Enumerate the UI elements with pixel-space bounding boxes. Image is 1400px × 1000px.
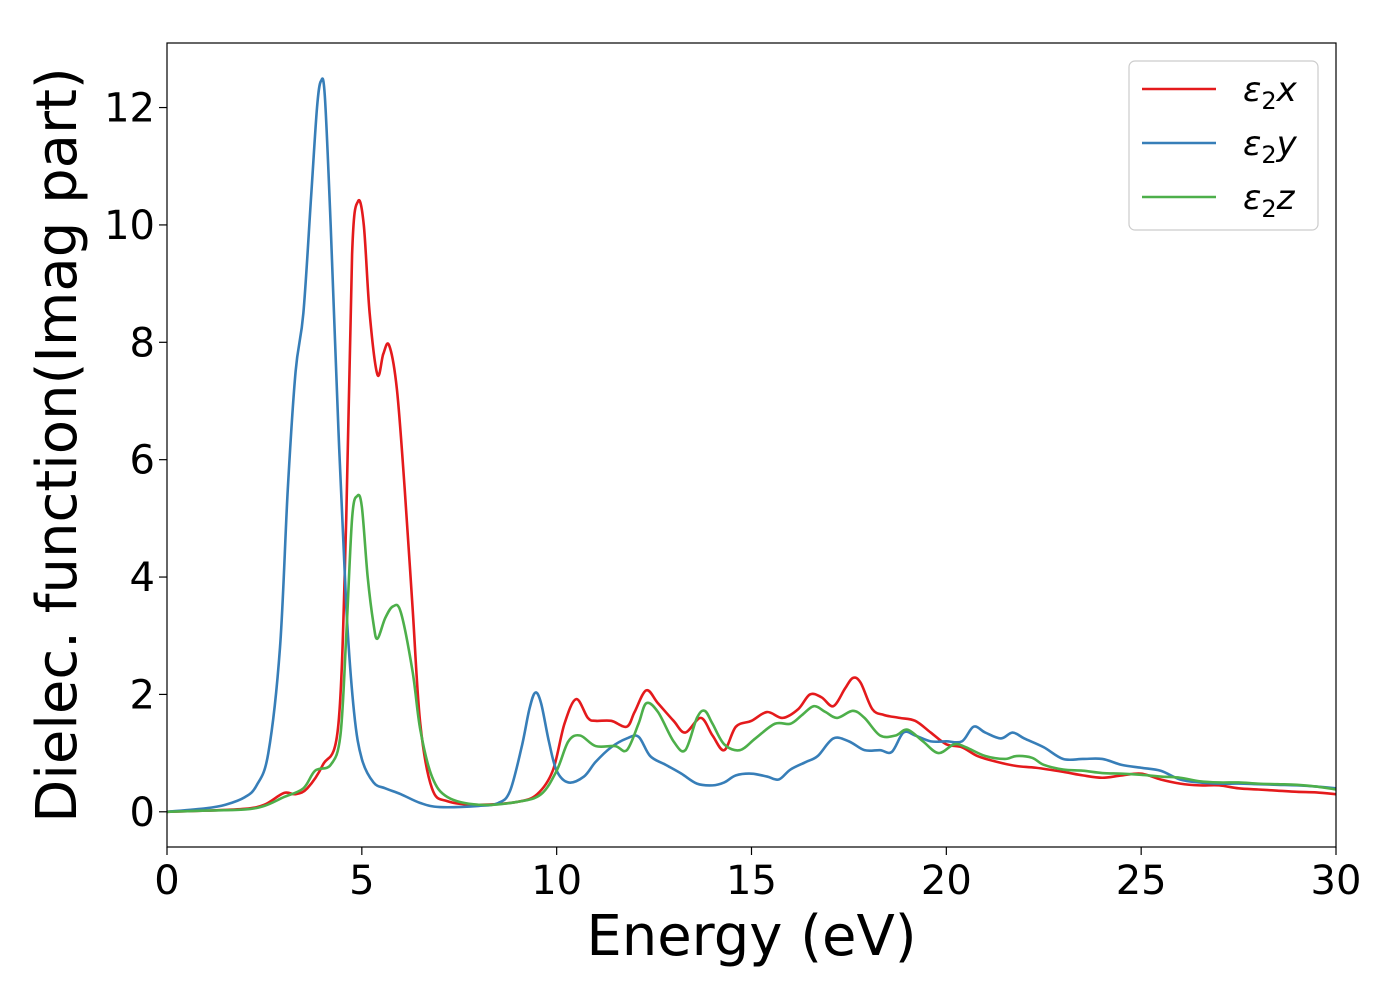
- x-tick-label: 25: [1116, 858, 1167, 904]
- legend-symbol: ε: [1243, 178, 1261, 218]
- legend-subscript: 2: [1261, 195, 1276, 223]
- x-axis-label: Energy (eV): [586, 904, 916, 969]
- x-axis-ticks: 0 5 10 15 20 25 30: [154, 847, 1361, 904]
- legend-label-z: ε2z: [1243, 178, 1296, 223]
- x-tick-label: 5: [349, 858, 374, 904]
- y-tick-label: 10: [104, 203, 155, 249]
- series-line-x: [167, 198, 1336, 814]
- y-tick-label: 12: [104, 86, 155, 132]
- series-line-z: [167, 493, 1336, 814]
- legend-box: [1128, 60, 1319, 231]
- legend-label-x: ε2x: [1243, 70, 1298, 115]
- legend-subscript: 2: [1261, 141, 1276, 169]
- x-tick-label: 0: [154, 858, 179, 904]
- legend-subscript: 2: [1261, 87, 1276, 115]
- y-tick-label: 0: [130, 790, 155, 836]
- legend-symbol: ε: [1243, 124, 1261, 164]
- y-tick-label: 2: [130, 672, 155, 718]
- legend-label-y: ε2y: [1243, 124, 1298, 169]
- series-line-y: [167, 77, 1336, 814]
- y-axis-ticks: 0 2 4 6 8 10 12: [104, 86, 167, 836]
- x-tick-label: 30: [1311, 858, 1362, 904]
- y-axis-label: Dielec. function(Imag part): [25, 67, 90, 823]
- y-tick-label: 8: [130, 320, 155, 366]
- legend-component: y: [1276, 124, 1298, 164]
- x-tick-label: 20: [921, 858, 972, 904]
- x-tick-label: 10: [531, 858, 582, 904]
- legend-component: z: [1276, 178, 1296, 218]
- y-tick-label: 4: [130, 555, 155, 601]
- legend-symbol: ε: [1243, 70, 1261, 110]
- x-tick-label: 15: [726, 858, 777, 904]
- legend-component: x: [1276, 70, 1298, 110]
- y-tick-label: 6: [130, 438, 155, 484]
- series-layer: [167, 77, 1336, 814]
